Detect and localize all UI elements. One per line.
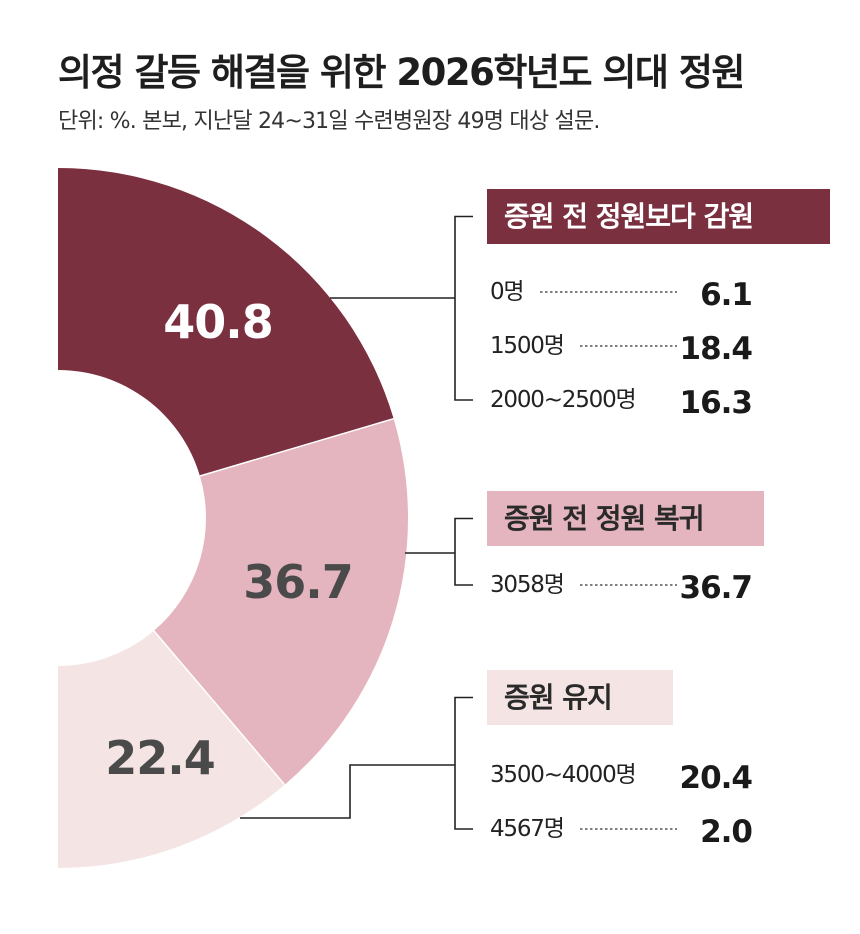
connector-line-2 bbox=[240, 764, 455, 819]
slice-value-label-2: 22.4 bbox=[105, 731, 215, 785]
item-value: 36.7 bbox=[680, 570, 753, 606]
chart-title: 의정 갈등 해결을 위한 2026학년도 의대 정원 bbox=[58, 51, 745, 94]
category-title-2: 증원 유지 bbox=[504, 681, 612, 714]
donut-slice-2 bbox=[58, 630, 285, 868]
bracket-0 bbox=[454, 215, 473, 401]
item-label: 3058명 bbox=[490, 572, 564, 598]
category-title-0: 증원 전 정원보다 감원 bbox=[504, 200, 753, 233]
item-label: 2000~2500명 bbox=[490, 387, 636, 413]
category-box-0 bbox=[487, 189, 830, 244]
item-label: 0명 bbox=[490, 279, 523, 305]
item-value: 20.4 bbox=[680, 760, 753, 796]
slice-value-label-0: 40.8 bbox=[163, 295, 273, 349]
slice-separator-2 bbox=[153, 630, 286, 786]
chart-subtitle: 단위: %. 본보, 지난달 24~31일 수련병원장 49명 대상 설문. bbox=[58, 109, 600, 134]
slice-separator-1 bbox=[199, 417, 394, 477]
category-box-1 bbox=[487, 491, 764, 546]
item-value: 16.3 bbox=[680, 385, 753, 421]
item-label: 1500명 bbox=[490, 333, 564, 359]
donut-group bbox=[58, 168, 409, 868]
category-title-1: 증원 전 정원 복귀 bbox=[504, 502, 704, 535]
item-label: 4567명 bbox=[490, 816, 564, 842]
item-value: 2.0 bbox=[700, 814, 752, 850]
bracket-2 bbox=[454, 696, 473, 830]
category-box-2 bbox=[487, 670, 673, 725]
item-value: 18.4 bbox=[680, 331, 753, 367]
bracket-1 bbox=[454, 517, 473, 586]
donut-slice-1 bbox=[153, 418, 409, 785]
item-label: 3500~4000명 bbox=[490, 762, 636, 788]
donut-slice-0 bbox=[58, 168, 394, 476]
slice-value-label-1: 36.7 bbox=[243, 555, 353, 609]
item-value: 6.1 bbox=[700, 277, 752, 313]
